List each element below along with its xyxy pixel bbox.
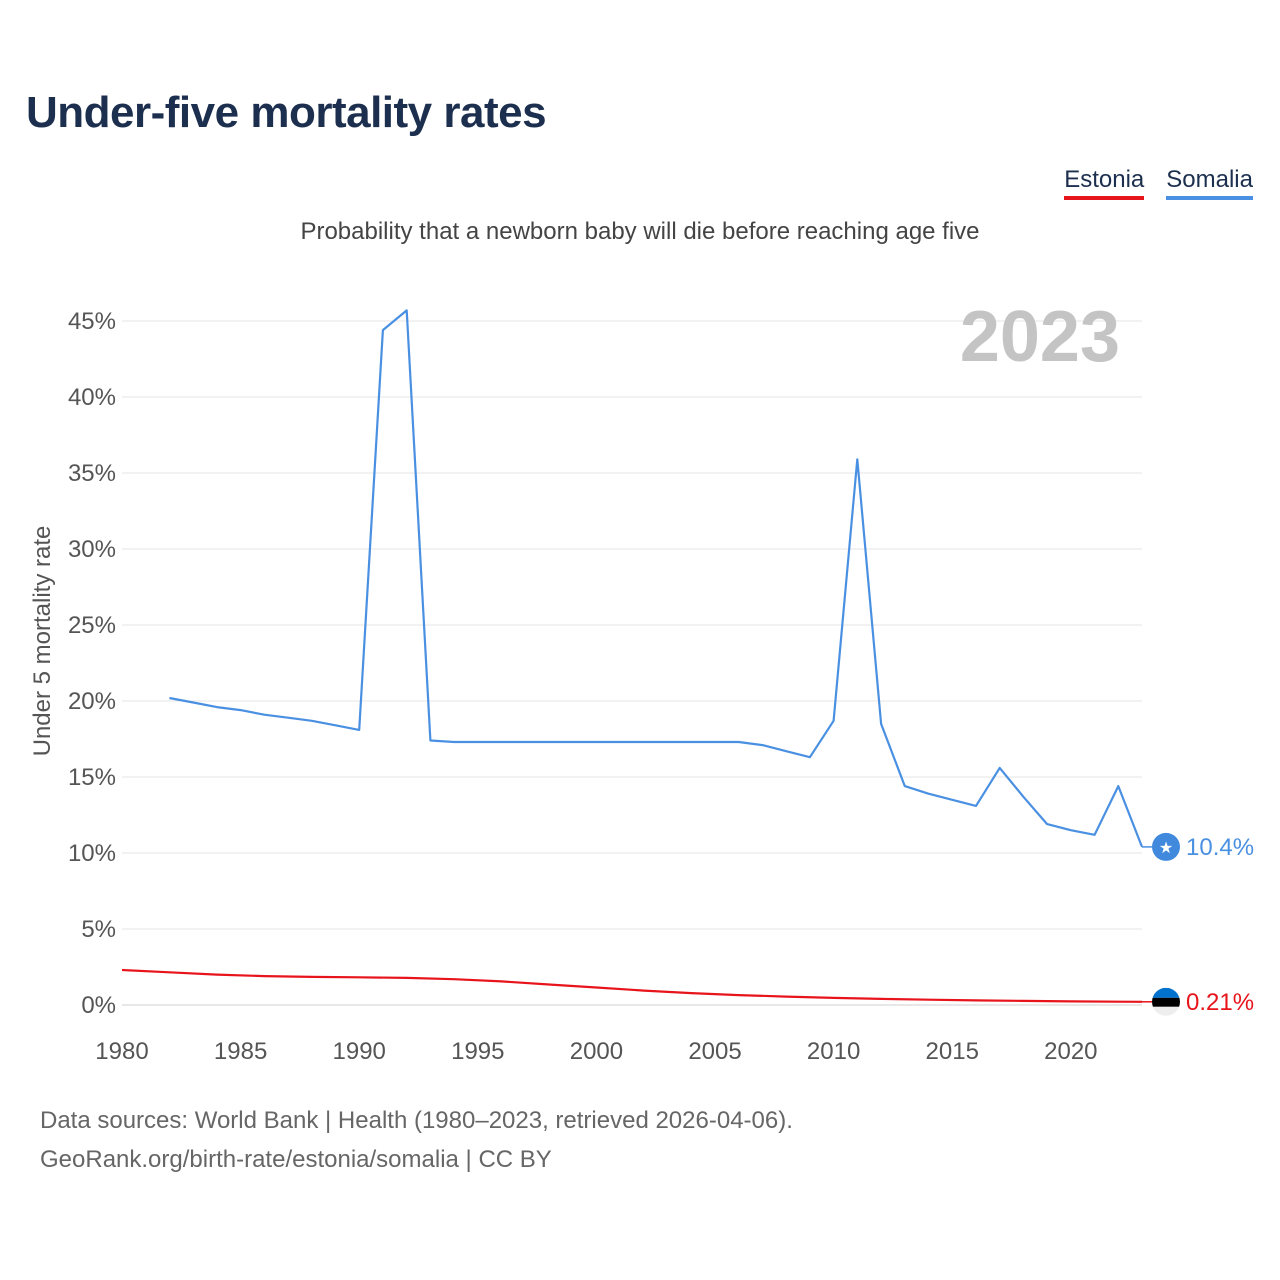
footer-link[interactable]: GeoRank.org/birth-rate/estonia/somalia |… [40, 1146, 552, 1173]
end-label-estonia: 0.21% [1186, 989, 1254, 1016]
chart-subtitle: Probability that a newborn baby will die… [300, 218, 980, 245]
x-tick-label-1995: 1995 [451, 1038, 504, 1065]
series-lines [121, 309, 1144, 1003]
series-line-estonia[interactable] [121, 968, 1143, 1003]
x-tick-label-1985: 1985 [214, 1038, 267, 1065]
year-badge: 2023 [960, 297, 1120, 377]
y-axis-label: Under 5 mortality rate [29, 526, 56, 757]
y-tick-label-5: 5% [81, 916, 116, 943]
x-tick-label-2005: 2005 [688, 1038, 741, 1065]
y-tick-label-10: 10% [68, 840, 116, 867]
y-axis-ticks: 0% 5% 10% 15% 20% 25% 30% 35% 40% 45% [68, 308, 116, 1019]
y-tick-label-40: 40% [68, 384, 116, 411]
y-tick-label-0: 0% [81, 992, 116, 1019]
legend: Estonia Somalia [1064, 166, 1253, 200]
end-markers: ★ 10.4% 0.21% [1142, 832, 1254, 1016]
flag-estonia-icon [1152, 987, 1180, 1016]
series-line-somalia[interactable] [169, 309, 1144, 848]
y-tick-label-15: 15% [68, 764, 116, 791]
page-title: Under-five mortality rates [26, 88, 547, 137]
y-tick-label-45: 45% [68, 308, 116, 335]
y-tick-label-35: 35% [68, 460, 116, 487]
x-tick-label-2015: 2015 [926, 1038, 979, 1065]
x-tick-label-2000: 2000 [570, 1038, 623, 1065]
svg-text:★: ★ [1159, 838, 1173, 857]
y-tick-label-30: 30% [68, 536, 116, 563]
x-tick-label-1990: 1990 [333, 1038, 386, 1065]
legend-item-estonia[interactable]: Estonia [1064, 166, 1145, 200]
x-tick-label-2020: 2020 [1044, 1038, 1097, 1065]
x-axis-ticks: 1980 1985 1990 1995 2000 2005 2010 2015 2020 [95, 1038, 1097, 1065]
grid-lines [122, 320, 1142, 1006]
footer-source: Data sources: World Bank | Health (1980–… [40, 1107, 793, 1134]
y-tick-label-25: 25% [68, 612, 116, 639]
x-tick-label-1980: 1980 [95, 1038, 148, 1065]
line-chart: 0% 5% 10% 15% 20% 25% 30% 35% 40% 45% 1980 1985 199… [29, 297, 1254, 1065]
end-label-somalia: 10.4% [1186, 834, 1254, 861]
y-tick-label-20: 20% [68, 688, 116, 715]
legend-item-somalia[interactable]: Somalia [1166, 166, 1253, 200]
flag-somalia-icon: ★ [1152, 832, 1180, 861]
x-tick-label-2010: 2010 [807, 1038, 860, 1065]
